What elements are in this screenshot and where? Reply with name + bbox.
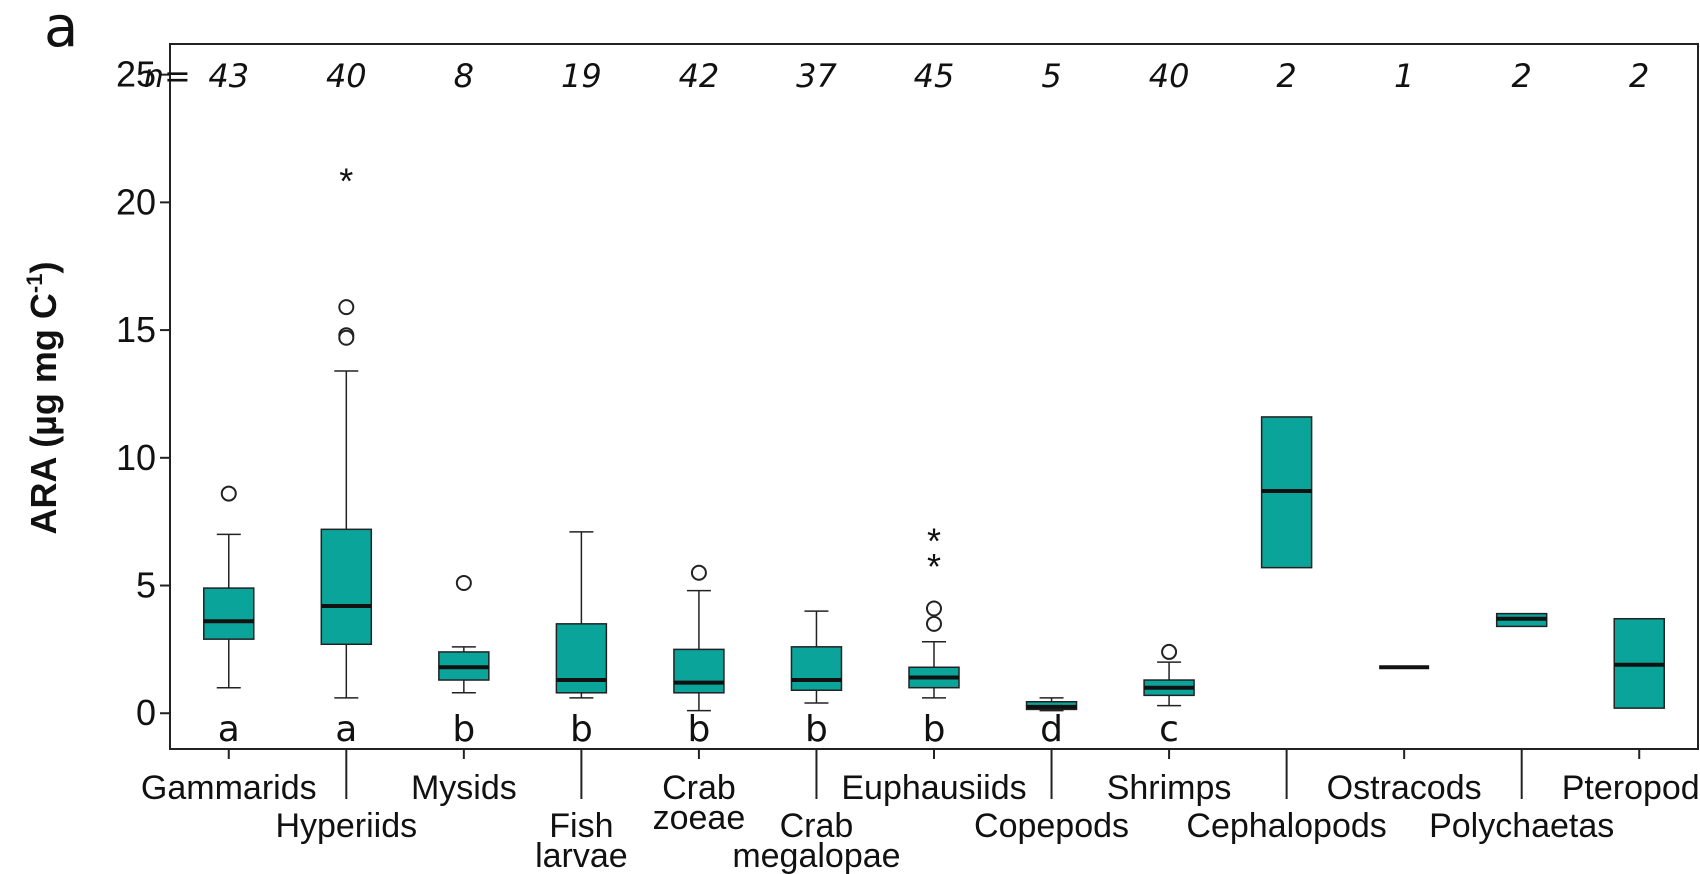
n-label: 5 [1041,57,1061,95]
category-label: Gammarids [141,769,317,807]
category-label: Cephalopods [1186,807,1386,845]
category-label: zoeae [653,799,746,837]
box-group: 42 b [673,57,725,750]
box-group: 40 c [1143,57,1195,750]
category-label: Polychaetas [1429,807,1614,845]
n-label: 2 [1276,57,1296,95]
significance-letter: a [335,709,357,750]
n-prefix: n= [144,57,191,95]
box-group: 5d [1025,57,1078,750]
box-group: 8b [438,57,490,750]
y-axis-label: ARA (µg mg C-1) [22,262,64,535]
n-label: 40 [326,57,367,95]
y-axis-label-close: ) [23,262,64,274]
category-label: Euphausiids [841,769,1026,807]
outlier-point [926,615,942,632]
y-axis-label-main: ARA (µg mg C [23,293,64,534]
box-group: 2 [1613,57,1665,709]
n-label: 1 [1394,57,1414,95]
y-tick-label: 25 [116,54,156,95]
n-label: 37 [796,57,837,95]
outlier-point [690,564,707,581]
extreme-point: * [927,546,941,587]
y-axis: 0 5 10 15 20 25 [116,54,170,733]
n-label: 19 [561,57,602,95]
category-label: Ostracods [1327,769,1482,807]
y-tick-label: 0 [136,692,156,733]
category-label: Crab [780,807,854,845]
significance-letter: b [923,709,946,750]
box-group: 45 ** b [908,57,960,750]
significance-letter: b [452,709,475,750]
box-iqr [203,587,255,640]
outlier-point [1161,643,1178,660]
y-tick-label: 5 [136,565,156,606]
box-group: 40 * a [320,57,373,750]
category-label: Fish [549,807,613,845]
y-axis-label-superscript: -1 [22,274,47,294]
n-label: 42 [679,57,720,95]
extreme-point: * [927,521,941,562]
category-label: Hyperiids [275,807,417,845]
category-label: Crab [662,769,736,807]
outlier-point [338,329,355,346]
box-group: 43 n= a [144,57,255,750]
category-label: Copepods [974,807,1129,845]
outlier-point [220,485,237,502]
n-label: 45 [914,57,955,95]
outlier-point [455,574,472,591]
n-label: 2 [1512,57,1532,95]
box-iqr [555,623,608,694]
category-label: Shrimps [1107,769,1232,807]
category-label: Pteropods [1562,769,1700,807]
box-group: 37 b [790,57,843,750]
significance-letter: c [1159,709,1179,750]
box-group: 2 [1495,57,1548,628]
category-label: Mysids [411,769,517,807]
box-iqr [320,528,373,646]
extreme-point: * [339,160,353,201]
box-iqr [673,648,725,694]
box-group: 1 [1379,57,1430,670]
n-label: 2 [1629,57,1649,95]
significance-letter: a [218,709,240,750]
panel-label: a [44,0,78,60]
n-label: 8 [454,57,474,95]
significance-letter: b [805,709,828,750]
outlier-point [338,299,355,316]
box-group: 19 b [555,57,608,750]
y-tick-label: 15 [116,309,156,350]
box-iqr [790,646,843,692]
box-group: 2 [1260,57,1313,569]
y-tick-label: 20 [116,181,156,222]
significance-letter: b [570,709,593,750]
significance-letter: b [687,709,710,750]
category-label: megalopae [732,837,900,874]
y-tick-label: 10 [116,437,156,478]
category-label: larvae [535,837,628,874]
n-label: 43 [208,57,249,95]
n-label: 40 [1149,57,1190,95]
significance-letter: d [1040,709,1063,750]
outlier-point [926,600,942,617]
